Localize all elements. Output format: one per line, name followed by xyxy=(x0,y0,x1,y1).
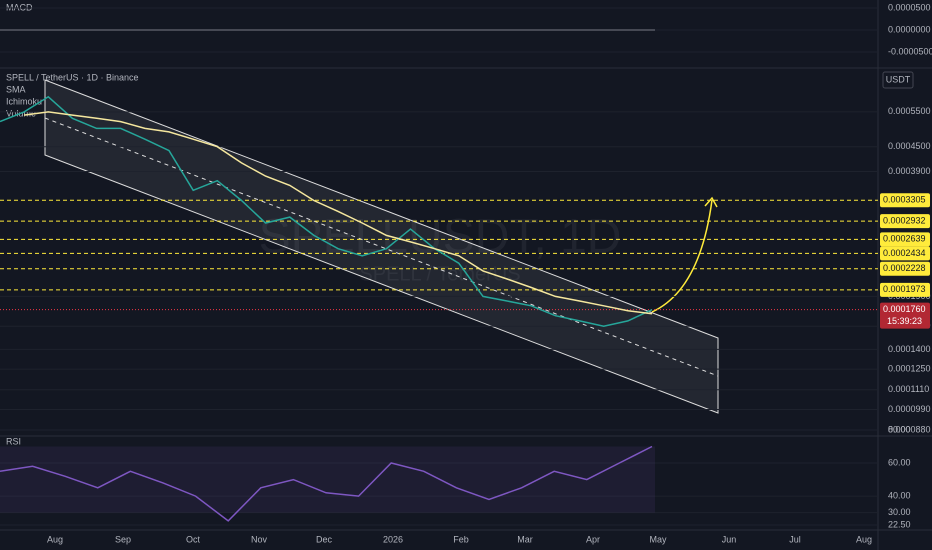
x-tick-label: Feb xyxy=(453,534,469,544)
projection-arrow xyxy=(651,199,713,313)
level-tag xyxy=(880,246,930,261)
y-tick-label: 0.0000500 xyxy=(888,2,931,12)
series-line xyxy=(24,111,653,315)
y-tick-label: 0.0003900 xyxy=(888,166,931,176)
watermark: SPELLUSDT, 1D xyxy=(259,211,622,264)
x-tick-label: Jun xyxy=(722,534,737,544)
arrow-head xyxy=(704,196,718,208)
y-tick-label: 0.0004500 xyxy=(888,141,931,151)
level-label: 0.0002932 xyxy=(883,215,926,225)
x-tick-label: Sep xyxy=(115,534,131,544)
level-tag xyxy=(880,214,930,229)
watermark-sub: SPELL / TetherUS xyxy=(359,263,520,285)
x-tick-label: May xyxy=(649,534,667,544)
price-label: 0.0001760 xyxy=(883,304,926,314)
x-tick-label: Mar xyxy=(517,534,533,544)
x-tick-label: Aug xyxy=(856,534,872,544)
x-tick-label: Apr xyxy=(586,534,600,544)
y-tick-label: -0.0000500 xyxy=(888,46,932,56)
x-tick-label: 2026 xyxy=(383,534,403,544)
y-tick-label: 0.0001400 xyxy=(888,344,931,354)
unit-box[interactable] xyxy=(882,71,914,89)
series-line xyxy=(0,445,653,522)
y-tick-label: 30.00 xyxy=(888,507,911,517)
y-tick-label: 0.0005500 xyxy=(888,106,931,116)
y-tick-label: 40.00 xyxy=(888,490,911,500)
level-label: 0.0002434 xyxy=(883,248,926,258)
indicator: SMA xyxy=(6,84,26,94)
x-tick-label: Nov xyxy=(251,534,268,544)
rsi-band xyxy=(0,446,655,513)
level-tag xyxy=(880,261,930,276)
y-tick-label: 0.0000000 xyxy=(888,24,931,34)
level-tag xyxy=(880,232,930,247)
y-tick-label: 22.50 xyxy=(888,519,911,529)
level-label: 0.0002639 xyxy=(883,234,926,244)
y-tick-label: 60.00 xyxy=(888,457,911,467)
x-tick-label: Jul xyxy=(789,534,801,544)
unit[interactable]: USDT xyxy=(886,74,911,84)
main-title: SPELL / TetherUS · 1D · Binance xyxy=(6,72,139,82)
level-label: 0.0002228 xyxy=(883,263,926,273)
y-tick-label: 0.0000990 xyxy=(888,404,931,414)
indicator: Ichimoku xyxy=(6,96,42,106)
macd-title: MACD xyxy=(6,2,33,12)
y-tick-label: 0.0000880 xyxy=(888,424,931,434)
x-tick-label: Dec xyxy=(316,534,333,544)
level-tag xyxy=(880,193,930,208)
level-tag xyxy=(880,282,930,297)
price-tag xyxy=(880,302,930,329)
level-label: 0.0001973 xyxy=(883,284,926,294)
channel-mid xyxy=(44,117,719,377)
level-label: 0.0003305 xyxy=(883,195,926,205)
countdown: 15:39:23 xyxy=(887,316,922,326)
y-tick-label: 80.00 xyxy=(888,424,911,434)
x-tick-label: Oct xyxy=(186,534,201,544)
y-tick-label: 0.0001110 xyxy=(888,384,929,394)
series-line xyxy=(0,95,653,327)
rsi-title: RSI xyxy=(6,436,21,446)
x-tick-label: Aug xyxy=(47,534,63,544)
y-tick-label: 0.0001250 xyxy=(888,363,931,373)
